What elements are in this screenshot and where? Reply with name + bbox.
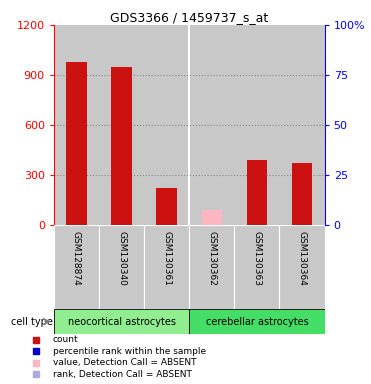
Bar [234, 25, 279, 225]
Text: value, Detection Call = ABSENT: value, Detection Call = ABSENT [53, 358, 196, 367]
Text: cell type: cell type [11, 316, 53, 327]
Text: GSM128874: GSM128874 [72, 232, 81, 286]
Bar [99, 25, 144, 225]
Bar [144, 225, 189, 309]
Title: GDS3366 / 1459737_s_at: GDS3366 / 1459737_s_at [110, 11, 268, 24]
Text: rank, Detection Call = ABSENT: rank, Detection Call = ABSENT [53, 370, 191, 379]
Text: percentile rank within the sample: percentile rank within the sample [53, 347, 206, 356]
Text: GSM130363: GSM130363 [252, 232, 262, 286]
Bar [157, 188, 177, 225]
Bar [279, 25, 325, 225]
Bar [189, 309, 325, 334]
Bar [54, 25, 99, 225]
Bar [292, 163, 312, 225]
Text: GSM130362: GSM130362 [207, 232, 216, 286]
Bar [247, 160, 267, 225]
Bar [189, 225, 234, 309]
Bar [66, 61, 86, 225]
Bar [111, 66, 132, 225]
Text: GSM130340: GSM130340 [117, 232, 126, 286]
Text: GSM130361: GSM130361 [162, 232, 171, 286]
Bar [99, 225, 144, 309]
Text: GSM130364: GSM130364 [298, 232, 306, 286]
Bar [144, 25, 189, 225]
Text: neocortical astrocytes: neocortical astrocytes [68, 316, 175, 327]
Bar [54, 225, 99, 309]
Bar [279, 225, 325, 309]
Bar [201, 210, 222, 225]
Bar [234, 225, 279, 309]
Text: count: count [53, 335, 78, 344]
Bar [54, 309, 189, 334]
Bar [189, 25, 234, 225]
Text: cerebellar astrocytes: cerebellar astrocytes [206, 316, 308, 327]
